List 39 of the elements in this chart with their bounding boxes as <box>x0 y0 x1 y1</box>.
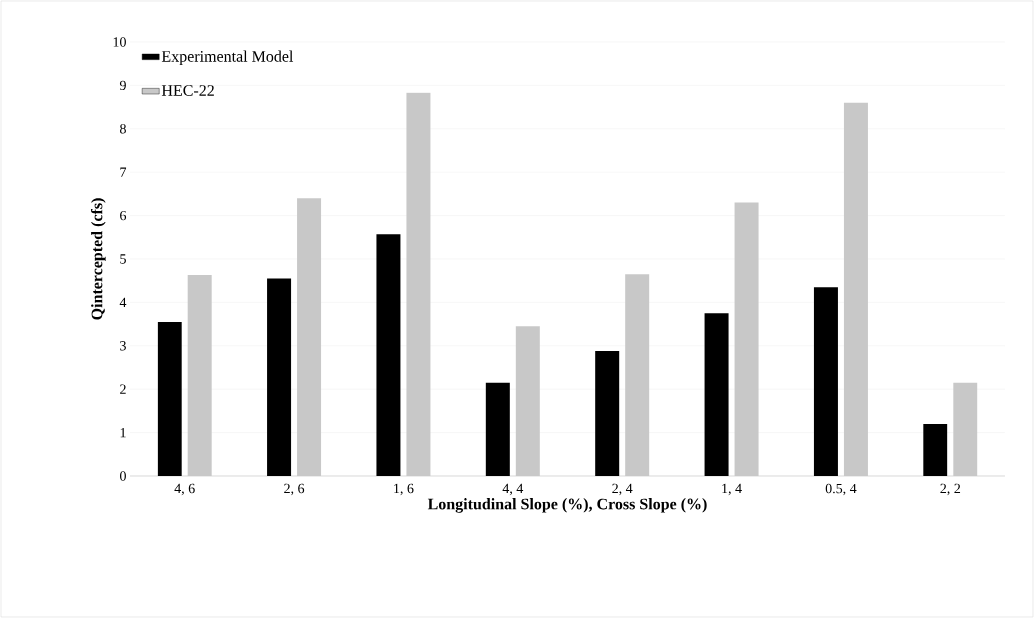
x-tick-label: 1, 6 <box>394 483 414 496</box>
bar <box>267 278 292 476</box>
y-tick-label: 3 <box>120 341 126 351</box>
bar <box>625 274 650 476</box>
x-tick-label: 1, 4 <box>722 483 742 496</box>
bar <box>187 275 212 476</box>
x-tick-label: 2, 2 <box>940 483 961 496</box>
y-tick-label: 5 <box>120 254 126 264</box>
x-tick-label: 2, 6 <box>284 483 305 496</box>
bar <box>515 326 540 476</box>
x-tick-label: 2, 4 <box>612 483 633 496</box>
y-axis-title: Qintercepted (cfs) <box>90 198 106 320</box>
bar <box>376 234 401 476</box>
bar <box>595 351 620 476</box>
x-tick-label: 4, 4 <box>502 483 524 496</box>
bar <box>157 321 182 476</box>
x-tick-label: 0.5, 4 <box>825 483 857 496</box>
y-tick-label: 2 <box>120 384 126 394</box>
bar <box>923 423 948 476</box>
bar <box>734 202 759 476</box>
bar <box>953 382 978 476</box>
y-tick-label: 10 <box>113 37 126 47</box>
bar <box>843 102 868 476</box>
legend-label: Experimental Model <box>161 50 294 66</box>
y-tick-label: 9 <box>119 80 126 91</box>
y-tick-label: 7 <box>120 167 127 177</box>
bar <box>704 313 729 476</box>
y-tick-label: 1 <box>120 427 126 438</box>
bar <box>297 198 322 476</box>
y-tick-label: 0 <box>120 471 126 481</box>
x-tick-label: 4, 6 <box>174 483 195 496</box>
bar <box>406 92 431 476</box>
x-axis-title: Longitudinal Slope (%), Cross Slope (%) <box>427 498 707 513</box>
bar <box>813 287 838 476</box>
y-tick-label: 8 <box>120 124 126 134</box>
legend-label: HEC-22 <box>161 85 214 96</box>
y-tick-label: 4 <box>119 297 127 307</box>
y-tick-label: 6 <box>120 210 127 221</box>
bar <box>485 382 510 476</box>
